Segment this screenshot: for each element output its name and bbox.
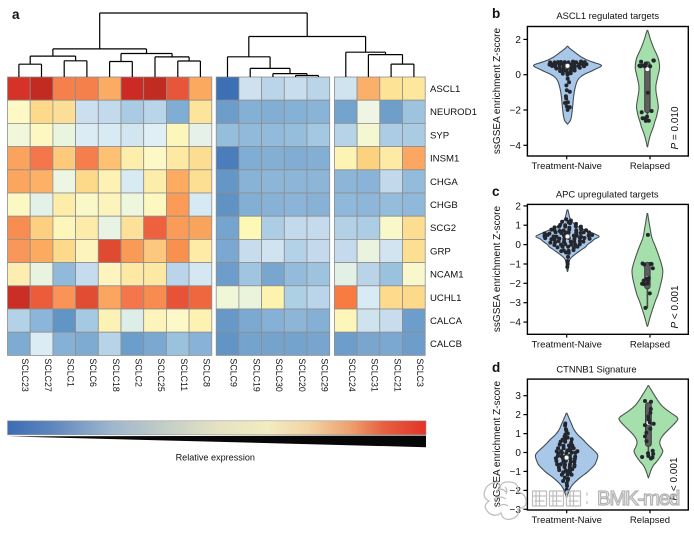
svg-text:−4: −4: [509, 141, 521, 152]
svg-text:APC upregulated targets: APC upregulated targets: [556, 189, 659, 200]
svg-text:SYP: SYP: [430, 130, 449, 141]
svg-text:Treatment-Naive: Treatment-Naive: [531, 339, 601, 350]
svg-text:NCAM1: NCAM1: [430, 270, 464, 281]
svg-text:2: 2: [515, 410, 521, 421]
svg-text:SCLC19: SCLC19: [251, 359, 261, 392]
svg-text:−4: −4: [509, 318, 521, 329]
svg-text:−3: −3: [509, 298, 521, 309]
svg-text:NEUROD1: NEUROD1: [430, 107, 477, 118]
svg-text:a: a: [12, 7, 20, 22]
svg-text:2: 2: [515, 35, 521, 46]
svg-text:INSM1: INSM1: [430, 154, 459, 165]
svg-text:SCLC11: SCLC11: [179, 359, 189, 392]
svg-text:SCLC1: SCLC1: [66, 359, 76, 387]
svg-text:CHGB: CHGB: [430, 200, 458, 211]
svg-text:SCLC2: SCLC2: [134, 359, 144, 387]
svg-text:−2: −2: [509, 486, 521, 497]
svg-text:P < 0.001: P < 0.001: [669, 457, 680, 501]
svg-text:SCLC18: SCLC18: [111, 359, 121, 392]
svg-text:ssGSEA enrichment Z-score: ssGSEA enrichment Z-score: [492, 380, 503, 507]
svg-text:GRP: GRP: [430, 246, 451, 257]
svg-text:−3: −3: [509, 505, 521, 516]
svg-text:Relative expression: Relative expression: [176, 453, 255, 463]
svg-text:Relapsed: Relapsed: [630, 161, 670, 172]
svg-text:CALCB: CALCB: [430, 339, 462, 350]
svg-text:−1: −1: [509, 260, 521, 271]
svg-text:BMK-med: BMK-med: [597, 487, 680, 510]
svg-text:−2: −2: [509, 106, 521, 117]
svg-text:SCLC24: SCLC24: [347, 359, 357, 392]
svg-text:ASCL1: ASCL1: [430, 84, 460, 95]
svg-text:c: c: [492, 184, 500, 199]
svg-text:SCLC9: SCLC9: [229, 359, 239, 387]
svg-text:SCLC8: SCLC8: [202, 359, 212, 387]
svg-text:CALCA: CALCA: [430, 316, 463, 327]
svg-text:1: 1: [515, 221, 521, 232]
svg-text:SCLC29: SCLC29: [320, 359, 330, 392]
svg-text:Treatment-Naive: Treatment-Naive: [531, 515, 601, 526]
svg-text:Relapsed: Relapsed: [630, 339, 670, 350]
svg-text:0: 0: [515, 70, 521, 81]
svg-text:SCLC20: SCLC20: [297, 359, 307, 392]
svg-text:b: b: [492, 6, 500, 21]
svg-text:SCLC3: SCLC3: [415, 359, 425, 387]
svg-text:CTNNB1 Signature: CTNNB1 Signature: [556, 364, 636, 375]
svg-text:P < 0.001: P < 0.001: [670, 285, 681, 329]
svg-text:0: 0: [515, 448, 521, 459]
svg-text:1: 1: [515, 429, 521, 440]
svg-text:ssGSEA enrichment Z-score: ssGSEA enrichment Z-score: [492, 205, 503, 332]
svg-text:d: d: [492, 360, 500, 375]
svg-text:0: 0: [515, 240, 521, 251]
svg-text:Relapsed: Relapsed: [630, 515, 670, 526]
svg-text:SCLC27: SCLC27: [43, 359, 53, 392]
svg-text:CHGA: CHGA: [430, 177, 458, 188]
svg-text:ASCL1 regulated targets: ASCL1 regulated targets: [556, 10, 659, 21]
svg-text:UCHL1: UCHL1: [430, 293, 461, 304]
svg-text:SCLC6: SCLC6: [88, 359, 98, 387]
svg-text:SCG2: SCG2: [430, 223, 456, 234]
svg-text:−2: −2: [509, 279, 521, 290]
svg-text:ssGSEA enrichment Z-score: ssGSEA enrichment Z-score: [492, 27, 503, 154]
svg-text:3: 3: [515, 391, 521, 402]
svg-text:SCLC31: SCLC31: [370, 359, 380, 392]
svg-text:P = 0.010: P = 0.010: [670, 106, 681, 150]
svg-text:−1: −1: [509, 467, 521, 478]
svg-text:Treatment-Naive: Treatment-Naive: [531, 161, 601, 172]
svg-text:2: 2: [515, 201, 521, 212]
svg-text:SCLC30: SCLC30: [274, 359, 284, 392]
svg-text:SCLC23: SCLC23: [20, 359, 30, 392]
svg-text:SCLC25: SCLC25: [156, 359, 166, 392]
svg-text:SCLC21: SCLC21: [392, 359, 402, 392]
